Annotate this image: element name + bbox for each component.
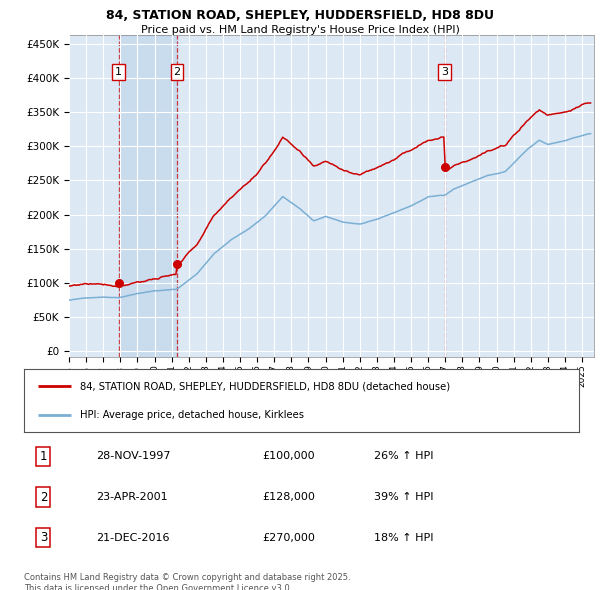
Text: 1: 1: [115, 67, 122, 77]
Text: 84, STATION ROAD, SHEPLEY, HUDDERSFIELD, HD8 8DU: 84, STATION ROAD, SHEPLEY, HUDDERSFIELD,…: [106, 9, 494, 22]
Text: 2: 2: [40, 490, 47, 504]
Text: 3: 3: [40, 531, 47, 544]
Text: 1: 1: [40, 450, 47, 463]
Text: 39% ↑ HPI: 39% ↑ HPI: [374, 492, 433, 502]
Text: £100,000: £100,000: [263, 451, 315, 461]
Text: 26% ↑ HPI: 26% ↑ HPI: [374, 451, 433, 461]
Text: Price paid vs. HM Land Registry's House Price Index (HPI): Price paid vs. HM Land Registry's House …: [140, 25, 460, 35]
Text: 21-DEC-2016: 21-DEC-2016: [96, 533, 170, 543]
Text: HPI: Average price, detached house, Kirklees: HPI: Average price, detached house, Kirk…: [79, 411, 304, 421]
Text: Contains HM Land Registry data © Crown copyright and database right 2025.
This d: Contains HM Land Registry data © Crown c…: [24, 573, 350, 590]
Text: 3: 3: [441, 67, 448, 77]
Text: 23-APR-2001: 23-APR-2001: [96, 492, 168, 502]
Text: £128,000: £128,000: [263, 492, 316, 502]
Bar: [119, 35, 177, 357]
Text: 18% ↑ HPI: 18% ↑ HPI: [374, 533, 433, 543]
Text: 84, STATION ROAD, SHEPLEY, HUDDERSFIELD, HD8 8DU (detached house): 84, STATION ROAD, SHEPLEY, HUDDERSFIELD,…: [79, 381, 449, 391]
Text: 2: 2: [173, 67, 181, 77]
Text: £270,000: £270,000: [263, 533, 316, 543]
Text: 28-NOV-1997: 28-NOV-1997: [96, 451, 170, 461]
